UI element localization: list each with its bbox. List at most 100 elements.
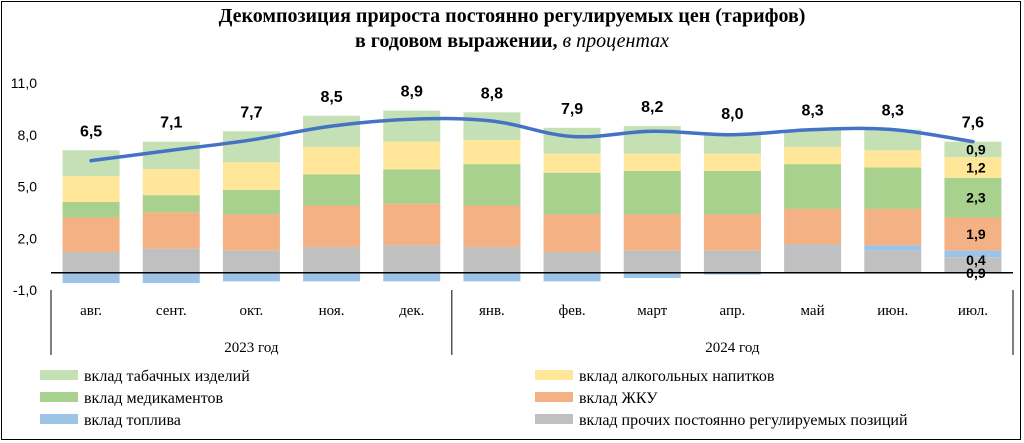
bar-segment [784,208,842,246]
bar-segment [142,272,200,284]
total-label: 7,1 [160,115,182,132]
bar-segment [383,203,441,246]
bar-segment [944,257,1002,273]
bar-segment [62,252,120,273]
bar-segment [543,252,601,273]
total-label: 7,9 [561,101,583,118]
bar-segment [222,272,280,282]
total-label: 7,6 [962,115,984,132]
bar-segment [463,205,521,247]
legend-item: вклад табачных изделий [40,367,250,387]
x-tick-label: март [637,303,667,319]
y-tick-label: 2,0 [18,230,38,246]
legend-swatch [535,414,573,425]
bar-segment [944,157,1002,178]
bar-segment [864,150,922,168]
y-tick-label: 11,0 [11,75,37,91]
bar-segment [703,250,761,273]
total-label: 8,0 [721,106,743,123]
title-line-2: в годовом выражении, в процентах [0,29,1024,54]
bar-segment [703,170,761,215]
bar-segment [62,202,120,218]
bar-segment [944,250,1002,258]
bar-segment [62,272,120,284]
bar-segment [303,115,361,147]
x-tick-label: авг. [80,303,102,319]
x-tick-label: окт. [240,303,264,319]
legend-swatch [40,414,78,425]
y-tick-label: -1,0 [13,282,37,298]
bar-segment [383,141,441,170]
y-tick-label: 8,0 [18,127,38,143]
bar-segment [303,205,361,247]
bar-segment [623,272,681,278]
legend-item: вклад медикаментов [40,389,223,409]
bar-segment [383,169,441,204]
segment-label: 0,4 [966,252,986,268]
bar-segment [543,172,601,215]
bar-segment [864,129,922,151]
bar-segment [222,162,280,190]
x-tick-label: апр. [720,303,746,319]
bar-segment [303,174,361,206]
total-label: 8,9 [401,84,423,101]
segment-label: 0,9 [966,141,986,157]
bar-segment [944,217,1002,251]
bar-segment [62,176,120,203]
total-label: 8,5 [320,89,342,106]
bar-segment [703,153,761,171]
bar-segment [142,169,200,196]
title-unit: в процентах [562,30,670,52]
bar-segment [944,141,1002,158]
legend-label: вклад табачных изделий [84,368,250,385]
bar-segment [784,146,842,165]
bar-segment [864,167,922,209]
bar-segment [142,212,200,249]
bar-segment [784,129,842,147]
legend-item: вклад топлива [40,411,181,431]
legend-label: вклад алкогольных напитков [579,368,775,385]
x-tick-label: май [801,303,825,319]
bar-segment [142,195,200,213]
legend-item: вклад ЖКУ [535,389,658,409]
total-label: 8,3 [882,103,904,120]
y-tick-label: 5,0 [18,179,38,195]
title-line-1: Декомпозиция прироста постоянно регулиру… [218,5,806,27]
bar-segment [864,245,922,251]
bar-segment [383,110,441,142]
segment-label: 1,9 [966,226,986,242]
total-line [89,116,975,163]
year-label: 2023 год [224,340,279,356]
x-tick-label: сент. [156,303,187,319]
legend-swatch [40,370,78,381]
bar-segment [623,250,681,273]
bar-segment [703,214,761,251]
legend-label: вклад ЖКУ [579,390,658,407]
bar-segment [222,214,280,251]
legend-label: вклад топлива [84,412,181,429]
segment-label: 1,2 [966,160,986,176]
bar-segment [463,164,521,206]
legend-swatch [535,392,573,403]
bar-segment [703,272,761,275]
legend-label: вклад медикаментов [84,390,224,407]
legend-item: вклад прочих постоянно регулируемых пози… [535,411,908,431]
total-label: 8,3 [801,103,823,120]
title-line-2-text: в годовом выражении, [354,30,558,52]
bar-segment [864,250,922,273]
bar-segment [944,177,1002,218]
bar-segment [864,208,922,246]
bar-segment [784,246,842,273]
x-tick-label: ноя. [319,303,345,319]
bar-segment [703,133,761,154]
segment-label: 0,9 [966,265,986,281]
total-label: 6,5 [80,123,102,140]
bar-segment [62,150,120,177]
bar-segment [383,245,441,273]
chart-title: Декомпозиция прироста постоянно регулиру… [0,4,1024,54]
x-tick-label: дек. [399,303,424,319]
x-tick-label: фев. [558,303,585,319]
legend-swatch [535,370,573,381]
bar-segment [463,272,521,282]
